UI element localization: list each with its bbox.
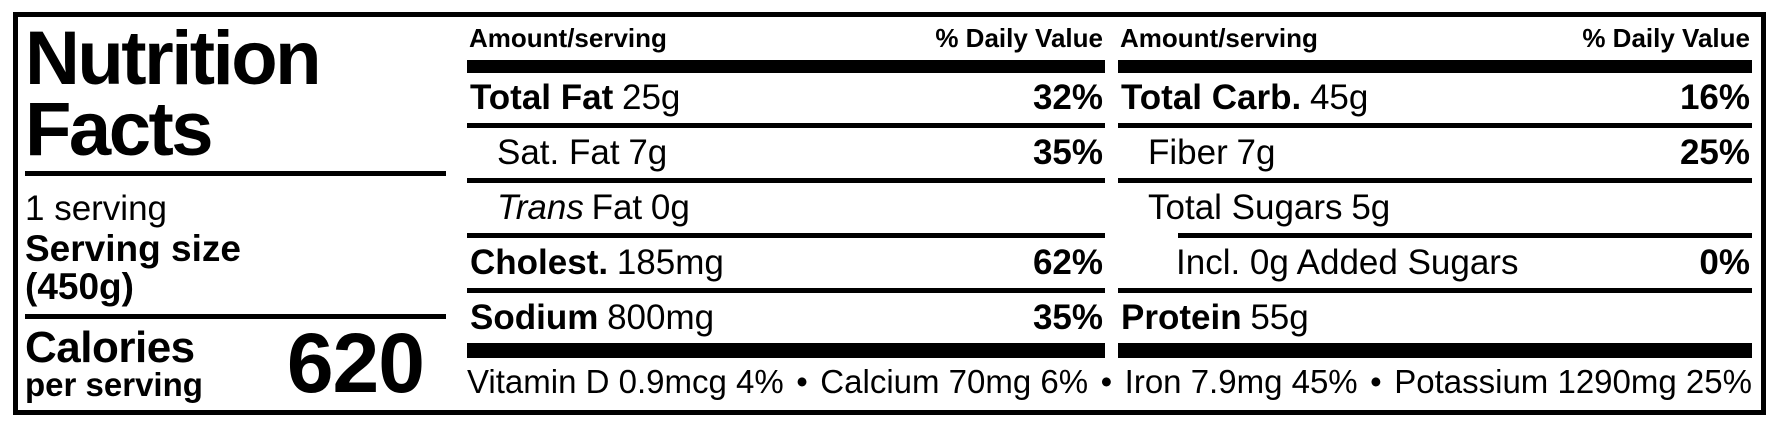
row-divider — [467, 233, 1105, 238]
saturated-fat-row: Sat. Fat 7g 35% — [467, 128, 1105, 178]
bullet-separator: • — [796, 363, 808, 400]
sodium-row: Sodium 800mg 35% — [467, 293, 1105, 343]
row-divider — [467, 123, 1105, 128]
column-header: Amount/serving % Daily Value — [467, 17, 1105, 60]
nutrient-amount: 55g — [1250, 298, 1309, 337]
nutrient-amount: 0g — [650, 188, 690, 227]
row-divider — [1118, 288, 1752, 293]
row-divider — [467, 178, 1105, 183]
serving-size-value: (450g) — [25, 266, 134, 307]
daily-value-percent: 0% — [1699, 243, 1750, 282]
micronutrient-potassium: Potassium 1290mg 25% — [1394, 363, 1752, 400]
calories-label: Calories — [25, 322, 195, 372]
nutrient-name: Total Fat 25g — [470, 78, 680, 118]
daily-value-percent: 35% — [1032, 298, 1103, 337]
nutrient-name: Fiber 7g — [1148, 133, 1275, 173]
nutrient-label: Total Carb. — [1121, 78, 1302, 117]
daily-value-percent: 35% — [1032, 133, 1103, 172]
nutrient-name: Trans Fat 0g — [497, 188, 690, 228]
nutrient-name: Sodium 800mg — [470, 298, 714, 338]
row-divider-indented — [1178, 233, 1752, 238]
column-bottom-thick-bar — [1118, 343, 1752, 358]
bullet-separator: • — [1370, 363, 1382, 400]
nutrient-name: Incl. 0g Added Sugars — [1176, 243, 1527, 283]
nutrient-label: Fat — [591, 188, 643, 227]
nutrient-column-fat-sodium: Amount/serving % Daily Value Total Fat 25… — [467, 17, 1105, 358]
nutrient-amount: 800mg — [607, 298, 715, 337]
total-carb-row: Total Carb. 45g 16% — [1118, 73, 1752, 123]
column-header: Amount/serving % Daily Value — [1118, 17, 1752, 60]
calories-sublabel: per serving — [25, 365, 203, 403]
title-divider-rule — [25, 171, 446, 176]
nutrient-label: Incl. 0g Added Sugars — [1176, 243, 1519, 282]
nutrient-name: Total Carb. 45g — [1121, 78, 1368, 118]
nutrient-label: Protein — [1121, 298, 1242, 337]
header-thick-bar — [1118, 60, 1752, 73]
nutrient-amount: 45g — [1309, 78, 1369, 117]
column-bottom-thick-bar — [467, 343, 1105, 358]
trans-fat-row: Trans Fat 0g — [467, 183, 1105, 233]
nutrient-label: Fiber — [1148, 133, 1228, 172]
nutrient-amount: 7g — [628, 133, 668, 172]
daily-value-percent: 16% — [1679, 78, 1750, 117]
bullet-separator: • — [1100, 363, 1113, 400]
label-left-panel: Nutrition Facts 1 serving Serving size (… — [25, 16, 446, 410]
daily-value-percent: 25% — [1679, 133, 1750, 172]
row-divider — [467, 288, 1105, 293]
label-title: Nutrition Facts — [25, 16, 446, 172]
nutrient-name: Cholest. 185mg — [470, 243, 724, 283]
nutrient-name: Protein 55g — [1121, 298, 1309, 338]
nutrient-label-italic: Trans — [497, 188, 584, 227]
nutrient-label: Sat. Fat — [497, 133, 620, 172]
daily-value-header: % Daily Value — [935, 23, 1103, 53]
nutrient-label: Total Fat — [470, 78, 614, 117]
nutrient-label: Cholest. — [470, 243, 609, 282]
total-sugars-row: Total Sugars 5g — [1118, 183, 1752, 233]
row-divider — [1118, 123, 1752, 128]
label-title-line1: Nutrition — [25, 16, 322, 101]
micronutrient-calcium: Calcium 70mg 6% — [820, 363, 1089, 400]
protein-row: Protein 55g — [1118, 293, 1752, 343]
amount-per-serving-header: Amount/serving — [1120, 23, 1318, 53]
daily-value-header: % Daily Value — [1582, 23, 1750, 53]
serving-size-label: Serving size — [25, 228, 241, 269]
total-fat-row: Total Fat 25g 32% — [467, 73, 1105, 123]
daily-value-percent: 62% — [1032, 243, 1103, 282]
micronutrient-vitamin-d: Vitamin D 0.9mcg 4% — [467, 363, 784, 400]
nutrient-amount: 7g — [1236, 133, 1276, 172]
nutrient-label: Sodium — [470, 298, 599, 337]
label-title-line2: Facts — [25, 87, 214, 172]
nutrient-name: Total Sugars 5g — [1148, 188, 1390, 228]
nutrient-amount: 5g — [1351, 188, 1391, 227]
calories-section: Calories per serving 620 — [25, 316, 446, 410]
nutrient-name: Sat. Fat 7g — [497, 133, 667, 173]
row-divider — [1118, 178, 1752, 183]
nutrient-amount: 185mg — [616, 243, 724, 282]
cholesterol-row: Cholest. 185mg 62% — [467, 238, 1105, 288]
nutrient-label: Total Sugars — [1148, 188, 1343, 227]
header-thick-bar — [467, 60, 1105, 73]
daily-value-percent: 32% — [1032, 78, 1103, 117]
added-sugars-row: Incl. 0g Added Sugars 0% — [1118, 238, 1752, 288]
nutrient-amount: 25g — [621, 78, 681, 117]
micronutrients-line: Vitamin D 0.9mcg 4% • Calcium 70mg 6% • … — [467, 364, 1752, 400]
amount-per-serving-header: Amount/serving — [469, 23, 667, 53]
calories-labels: Calories per serving — [25, 322, 203, 403]
fiber-row: Fiber 7g 25% — [1118, 128, 1752, 178]
servings-per-container: 1 serving — [25, 189, 168, 228]
serving-divider-rule — [25, 314, 446, 319]
calories-value: 620 — [286, 316, 425, 410]
micronutrient-iron: Iron 7.9mg 45% — [1124, 363, 1358, 400]
nutrient-column-carb-protein: Amount/serving % Daily Value Total Carb.… — [1118, 17, 1752, 358]
